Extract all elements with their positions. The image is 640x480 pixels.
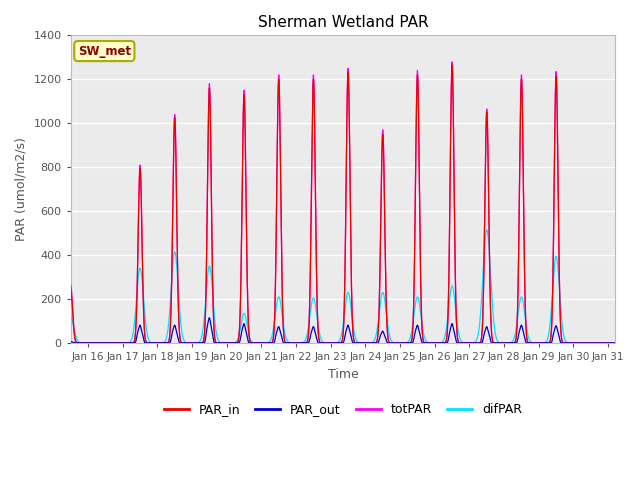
X-axis label: Time: Time <box>328 368 358 381</box>
Y-axis label: PAR (umol/m2/s): PAR (umol/m2/s) <box>15 137 28 241</box>
Text: SW_met: SW_met <box>78 45 131 58</box>
Title: Sherman Wetland PAR: Sherman Wetland PAR <box>257 15 428 30</box>
Legend: PAR_in, PAR_out, totPAR, difPAR: PAR_in, PAR_out, totPAR, difPAR <box>159 398 527 421</box>
